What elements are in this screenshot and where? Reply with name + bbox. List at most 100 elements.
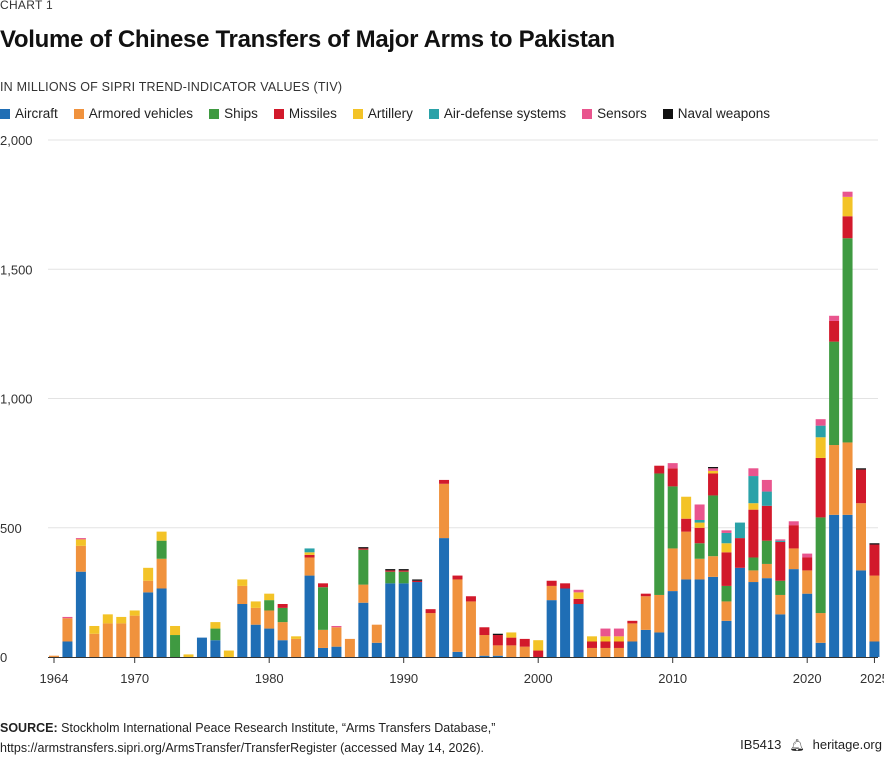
bar-segment [479, 655, 490, 657]
bar-segment [708, 473, 719, 496]
bar-segment [627, 641, 638, 657]
legend-item-ships: Ships [209, 106, 258, 121]
bar-segment [694, 504, 705, 520]
bar-segment [613, 628, 624, 637]
bar-segment [358, 584, 369, 603]
bar-segment [734, 538, 745, 568]
bar-segment [492, 635, 503, 646]
bar-segment [479, 635, 490, 656]
heritage-bell-icon: 🔔︎ [789, 737, 805, 752]
x-tick-label: 2020 [793, 671, 822, 686]
bar-segment [479, 627, 490, 636]
legend-swatch [662, 108, 673, 119]
bar-segment [600, 647, 611, 657]
bar-segment [156, 531, 167, 541]
bar-segment [775, 540, 786, 542]
bar-segment [546, 585, 557, 601]
bar-segment [452, 575, 463, 580]
bar-segment [842, 514, 853, 657]
bar-segment [304, 554, 315, 558]
site-name[interactable]: heritage.org [812, 737, 882, 752]
bar-segment [560, 588, 571, 657]
chart-units: IN MILLIONS OF SIPRI TREND-INDICATOR VAL… [0, 80, 343, 94]
chart-title: Volume of Chinese Transfers of Major Arm… [0, 26, 615, 53]
legend-item-air-defense-systems: Air-defense systems [428, 106, 567, 121]
bar-segment [143, 592, 154, 657]
bar-segment [62, 641, 73, 657]
bar-segment [573, 598, 584, 605]
bar-segment [304, 548, 315, 553]
legend-swatch [428, 108, 439, 119]
bar-segment [694, 579, 705, 657]
bar-segment [398, 583, 409, 657]
bar-segment [761, 578, 772, 657]
bar-segment [250, 607, 261, 625]
legend-swatch [352, 108, 363, 119]
x-tick-label: 1980 [255, 671, 284, 686]
bar-segment [681, 579, 692, 657]
bar-segment [210, 628, 221, 641]
bar-segment [815, 437, 826, 458]
bar-segment [667, 468, 678, 487]
bar-segment [156, 540, 167, 559]
legend-label: Air-defense systems [443, 106, 567, 121]
bar-segment [371, 642, 382, 657]
bar-segment [573, 604, 584, 657]
bar-segment [237, 604, 248, 657]
bar-segment [560, 583, 571, 589]
bar-segment [681, 518, 692, 532]
bar-segment [277, 622, 288, 641]
bar-segment [398, 570, 409, 572]
bar-segment [398, 571, 409, 584]
bar-segment [519, 646, 530, 657]
bar-segment [869, 543, 880, 545]
bar-segment [129, 610, 140, 616]
bar-segment [815, 457, 826, 518]
bar-segment [708, 468, 719, 471]
bar-segment [654, 473, 665, 595]
x-tick-label: 2000 [524, 671, 553, 686]
bar-segment [842, 216, 853, 239]
bar-segment [358, 549, 369, 585]
bar-segment [694, 522, 705, 528]
bar-segment [788, 521, 799, 526]
bar-segment [613, 641, 624, 648]
source-url[interactable]: https://armstransfers.sipri.org/ArmsTran… [0, 741, 484, 755]
bar-segment [318, 583, 328, 588]
bar-segment [425, 609, 436, 614]
bar-segment [304, 552, 315, 555]
bar-segment [829, 320, 840, 342]
bar-segment [748, 557, 759, 571]
bar-segment [640, 593, 651, 597]
bar-segment [465, 601, 476, 657]
bar-segment [318, 587, 328, 630]
y-tick-label: 0 [0, 650, 7, 665]
bar-segment [654, 632, 665, 657]
bar-segment [156, 588, 167, 657]
legend-label: Artillery [367, 106, 413, 121]
legend-item-naval-weapons: Naval weapons [662, 106, 770, 121]
bar-segment [748, 476, 759, 504]
bar-segment [802, 553, 813, 558]
bar-segment [264, 593, 275, 601]
bar-segment [506, 632, 517, 638]
bar-segment [721, 532, 732, 544]
bar-segment [250, 624, 261, 657]
bar-segment [506, 645, 517, 657]
bar-segment [721, 530, 732, 533]
bar-segment [775, 594, 786, 615]
bar-segment [385, 583, 396, 657]
bar-segment [842, 191, 853, 197]
bar-segment [788, 548, 799, 570]
bar-segment [748, 582, 759, 657]
bar-segment [802, 593, 813, 657]
bar-segment [506, 637, 517, 646]
bar-segment [842, 442, 853, 515]
bar-segment [331, 627, 342, 647]
legend-label: Ships [224, 106, 258, 121]
bar-segment [223, 650, 234, 657]
bar-segment [75, 571, 86, 657]
legend-label: Aircraft [15, 106, 58, 121]
bar-segment [734, 567, 745, 657]
bar-segment [708, 467, 719, 469]
